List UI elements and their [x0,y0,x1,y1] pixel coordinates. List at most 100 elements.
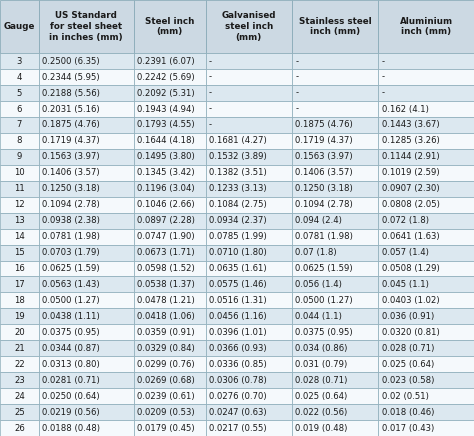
Text: 0.0209 (0.53): 0.0209 (0.53) [137,408,195,416]
Bar [134,85,206,101]
Bar [292,228,378,245]
Text: 0.2092 (5.31): 0.2092 (5.31) [137,89,195,98]
Text: 0.025 (0.64): 0.025 (0.64) [295,392,347,401]
Text: 0.162 (4.1): 0.162 (4.1) [382,105,428,113]
Bar [292,133,378,149]
Bar [0,341,39,356]
Text: 0.0508 (1.29): 0.0508 (1.29) [382,264,439,273]
Text: 0.0538 (1.37): 0.0538 (1.37) [137,280,195,289]
Text: 0.0403 (1.02): 0.0403 (1.02) [382,296,439,305]
Bar [378,53,474,69]
Text: Aluminium
inch (mm): Aluminium inch (mm) [400,17,453,37]
Text: 0.022 (0.56): 0.022 (0.56) [295,408,347,416]
Text: 10: 10 [14,168,25,177]
Text: 0.0907 (2.30): 0.0907 (2.30) [382,184,439,193]
Text: 0.019 (0.48): 0.019 (0.48) [295,423,347,433]
Bar [39,420,134,436]
Bar [134,404,206,420]
Text: 0.0703 (1.79): 0.0703 (1.79) [42,248,100,257]
Text: 0.034 (0.86): 0.034 (0.86) [295,344,347,353]
Bar [206,388,292,404]
Bar [378,261,474,276]
Text: 0.2500 (6.35): 0.2500 (6.35) [42,57,100,66]
Text: 0.0625 (1.59): 0.0625 (1.59) [42,264,100,273]
Bar [0,181,39,197]
Text: -: - [295,73,299,82]
Text: 0.057 (1.4): 0.057 (1.4) [382,248,428,257]
Text: 0.1793 (4.55): 0.1793 (4.55) [137,120,195,129]
Bar [292,404,378,420]
Bar [292,149,378,165]
Text: 0.045 (1.1): 0.045 (1.1) [382,280,428,289]
Text: 0.0934 (2.37): 0.0934 (2.37) [209,216,267,225]
Bar [134,149,206,165]
Text: 0.0438 (1.11): 0.0438 (1.11) [42,312,100,321]
Text: 0.0247 (0.63): 0.0247 (0.63) [209,408,267,416]
Bar [206,228,292,245]
Text: 0.0456 (1.16): 0.0456 (1.16) [209,312,267,321]
Text: 0.1019 (2.59): 0.1019 (2.59) [382,168,439,177]
Text: 0.031 (0.79): 0.031 (0.79) [295,360,347,369]
Bar [378,308,474,324]
Bar [39,341,134,356]
Bar [206,341,292,356]
Bar [206,0,292,53]
Text: 0.1250 (3.18): 0.1250 (3.18) [42,184,100,193]
Text: 0.0938 (2.38): 0.0938 (2.38) [42,216,100,225]
Text: 26: 26 [14,423,25,433]
Text: 0.1443 (3.67): 0.1443 (3.67) [382,120,439,129]
Bar [39,293,134,308]
Text: -: - [382,57,385,66]
Bar [206,276,292,293]
Bar [206,324,292,340]
Text: 0.2391 (6.07): 0.2391 (6.07) [137,57,195,66]
Text: 0.025 (0.64): 0.025 (0.64) [382,360,434,369]
Bar [292,245,378,261]
Text: 0.0500 (1.27): 0.0500 (1.27) [295,296,353,305]
Bar [134,293,206,308]
Bar [378,197,474,213]
Text: -: - [295,89,299,98]
Text: 9: 9 [17,152,22,161]
Text: 0.0276 (0.70): 0.0276 (0.70) [209,392,267,401]
Bar [0,245,39,261]
Bar [39,165,134,181]
Bar [39,181,134,197]
Bar [134,308,206,324]
Bar [206,213,292,228]
Bar [292,372,378,388]
Bar [0,308,39,324]
Text: 0.2242 (5.69): 0.2242 (5.69) [137,73,195,82]
Bar [292,308,378,324]
Text: 0.0306 (0.78): 0.0306 (0.78) [209,376,267,385]
Bar [292,356,378,372]
Bar [292,197,378,213]
Text: 0.0329 (0.84): 0.0329 (0.84) [137,344,195,353]
Text: 0.0478 (1.21): 0.0478 (1.21) [137,296,195,305]
Bar [134,133,206,149]
Text: 0.0313 (0.80): 0.0313 (0.80) [42,360,100,369]
Bar [134,276,206,293]
Bar [378,324,474,340]
Bar [206,69,292,85]
Bar [39,276,134,293]
Bar [292,341,378,356]
Text: 18: 18 [14,296,25,305]
Bar [378,101,474,117]
Text: 0.1719 (4.37): 0.1719 (4.37) [42,136,100,146]
Text: 0.028 (0.71): 0.028 (0.71) [295,376,347,385]
Bar [206,197,292,213]
Bar [292,293,378,308]
Text: 0.1094 (2.78): 0.1094 (2.78) [42,200,100,209]
Text: 0.1563 (3.97): 0.1563 (3.97) [42,152,100,161]
Bar [378,149,474,165]
Text: 0.0500 (1.27): 0.0500 (1.27) [42,296,100,305]
Text: 0.1532 (3.89): 0.1532 (3.89) [209,152,267,161]
Bar [134,69,206,85]
Bar [378,341,474,356]
Text: -: - [295,57,299,66]
Bar [134,181,206,197]
Text: 0.1345 (3.42): 0.1345 (3.42) [137,168,195,177]
Text: 0.1681 (4.27): 0.1681 (4.27) [209,136,267,146]
Text: 3: 3 [17,57,22,66]
